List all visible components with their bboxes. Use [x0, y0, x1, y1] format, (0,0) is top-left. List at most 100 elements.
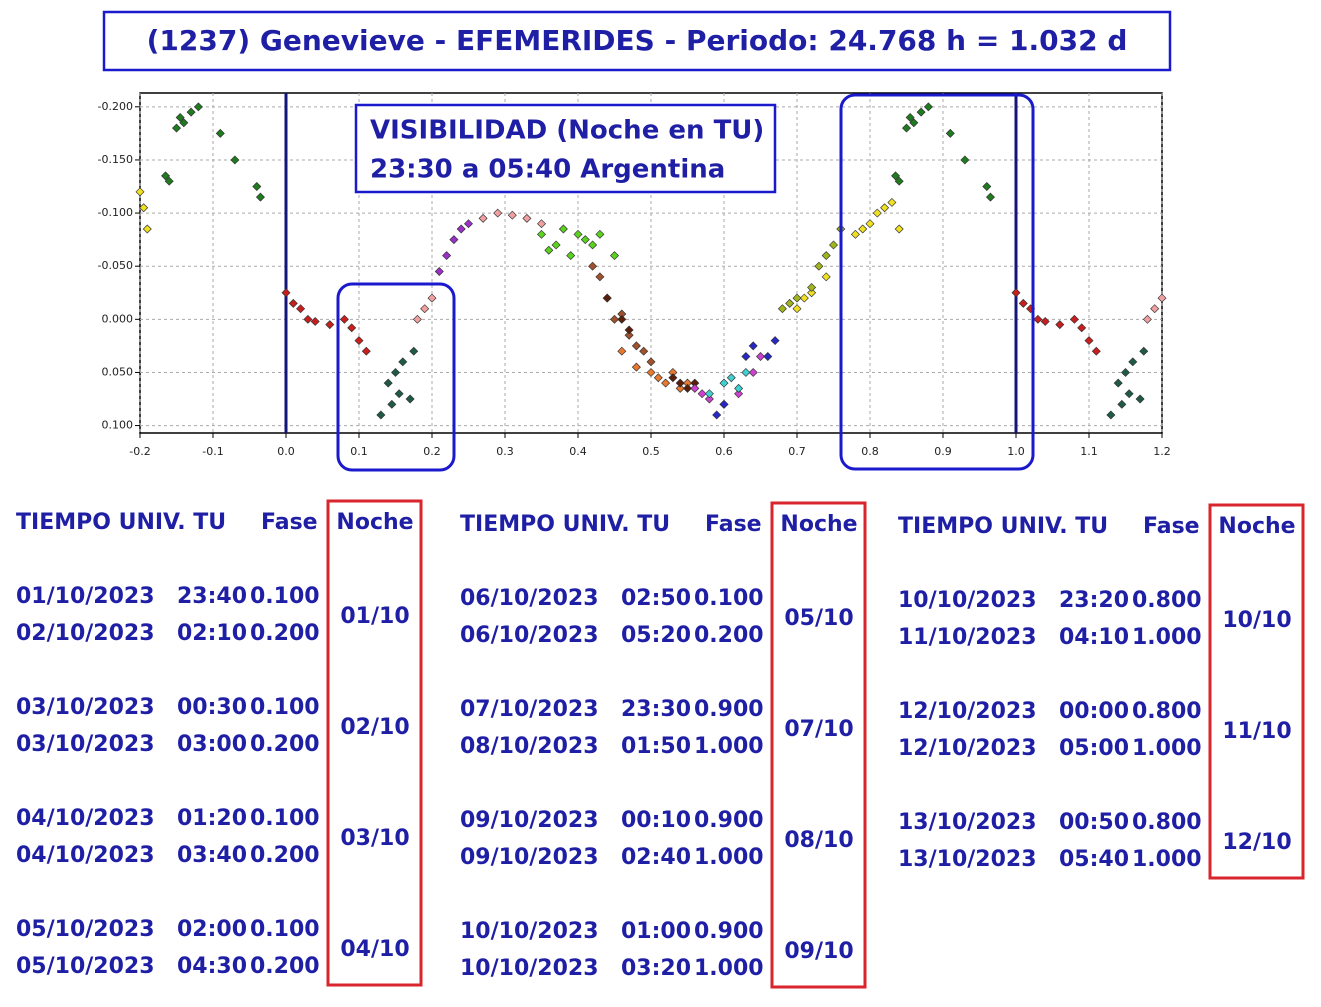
data-point — [186, 107, 196, 117]
date: 05/10/2023 — [16, 954, 155, 979]
column-header: TIEMPO UNIV. TU — [460, 512, 670, 537]
phase: 1.000 — [694, 956, 764, 981]
data-point — [675, 383, 685, 393]
y-tick-label: 0.000 — [102, 312, 134, 325]
data-point — [252, 182, 262, 191]
night: 12/10 — [1222, 830, 1291, 855]
data-point — [537, 219, 546, 229]
data-point — [756, 352, 765, 361]
date: 08/10/2023 — [460, 734, 599, 759]
data-point — [902, 123, 911, 133]
column-header: TIEMPO UNIV. TU — [16, 510, 226, 535]
data-point — [777, 304, 787, 314]
phase: 0.100 — [250, 917, 320, 942]
date: 06/10/2023 — [460, 586, 599, 611]
y-tick-label: -0.150 — [98, 153, 133, 166]
data-point — [821, 272, 831, 282]
data-point — [668, 373, 678, 383]
data-point — [770, 336, 780, 346]
phase: 0.200 — [250, 843, 320, 868]
data-point — [394, 389, 404, 399]
data-point — [704, 389, 714, 399]
annotation: 23:30 a 05:40 Argentina — [370, 155, 725, 185]
data-point — [179, 118, 189, 128]
data-point — [960, 155, 970, 165]
data-point — [361, 346, 371, 356]
data-point — [704, 394, 714, 404]
data-point — [923, 102, 933, 112]
night: 09/10 — [784, 939, 853, 964]
phase: 0.200 — [694, 623, 764, 648]
annotation: VISIBILIDAD (Noche en TU) — [370, 116, 764, 146]
date: 10/10/2023 — [460, 919, 599, 944]
time: 23:30 — [621, 697, 691, 722]
time: 00:00 — [1059, 699, 1129, 724]
data-point — [398, 357, 408, 367]
data-point — [807, 288, 817, 298]
y-tick-label: -0.100 — [98, 206, 133, 219]
time: 00:10 — [621, 808, 691, 833]
date: 09/10/2023 — [460, 808, 599, 833]
phase: 0.100 — [250, 695, 320, 720]
data-point — [383, 378, 393, 388]
x-tick-label: 0.6 — [715, 445, 733, 458]
column-header: Noche — [780, 512, 857, 537]
data-point — [985, 192, 995, 202]
data-point — [639, 346, 649, 356]
data-point — [850, 229, 860, 239]
data-point — [296, 304, 306, 314]
data-point — [982, 182, 992, 191]
date: 12/10/2023 — [898, 736, 1037, 761]
time: 23:40 — [177, 584, 247, 609]
data-point — [1040, 316, 1050, 326]
title: (1237) Genevieve - EFEMERIDES - Periodo:… — [147, 24, 1128, 57]
x-tick-label: 0.5 — [642, 445, 660, 458]
phase: 1.000 — [1132, 625, 1202, 650]
column-header: Noche — [336, 510, 413, 535]
time: 02:50 — [621, 586, 691, 611]
data-point — [551, 240, 561, 250]
data-point — [1091, 346, 1101, 356]
data-point — [653, 373, 663, 383]
x-tick-label: 0.3 — [496, 445, 514, 458]
night: 10/10 — [1222, 608, 1291, 633]
data-point — [255, 192, 265, 202]
x-tick-label: 0.9 — [934, 445, 952, 458]
date: 12/10/2023 — [898, 699, 1037, 724]
data-point — [193, 102, 203, 112]
phase: 0.800 — [1132, 699, 1202, 724]
data-point — [161, 171, 171, 181]
data-point — [1055, 320, 1065, 330]
time: 05:00 — [1059, 736, 1129, 761]
data-point — [288, 298, 298, 308]
time: 03:20 — [621, 956, 691, 981]
data-point — [412, 314, 422, 324]
title-box — [102, 10, 1172, 72]
column-header: TIEMPO UNIV. TU — [898, 514, 1108, 539]
data-point — [1084, 336, 1094, 346]
data-point — [449, 235, 459, 245]
phase: 0.200 — [250, 621, 320, 646]
data-point — [646, 357, 656, 367]
date: 10/10/2023 — [898, 588, 1037, 613]
data-point — [602, 293, 612, 303]
data-point — [1069, 314, 1079, 324]
plot: -0.2 -0.1 0.0 0.1 0.2 0.3 0.4 0.5 0.6 0.7 0.8 0.9 1.… — [98, 92, 1171, 472]
data-point — [1139, 346, 1149, 356]
date: 11/10/2023 — [898, 625, 1037, 650]
data-point — [588, 240, 598, 250]
data-point — [712, 410, 722, 420]
phase: 1.000 — [1132, 847, 1202, 872]
date: 03/10/2023 — [16, 732, 155, 757]
time: 23:20 — [1059, 588, 1129, 613]
data-point — [215, 128, 225, 138]
y-tick-label: -0.050 — [98, 259, 133, 272]
date: 04/10/2023 — [16, 806, 155, 831]
data-point — [347, 323, 357, 333]
data-point — [544, 245, 554, 255]
data-point — [595, 272, 605, 282]
data-point — [945, 128, 955, 138]
date: 03/10/2023 — [16, 695, 155, 720]
data-point — [610, 314, 619, 324]
data-point — [354, 336, 364, 346]
